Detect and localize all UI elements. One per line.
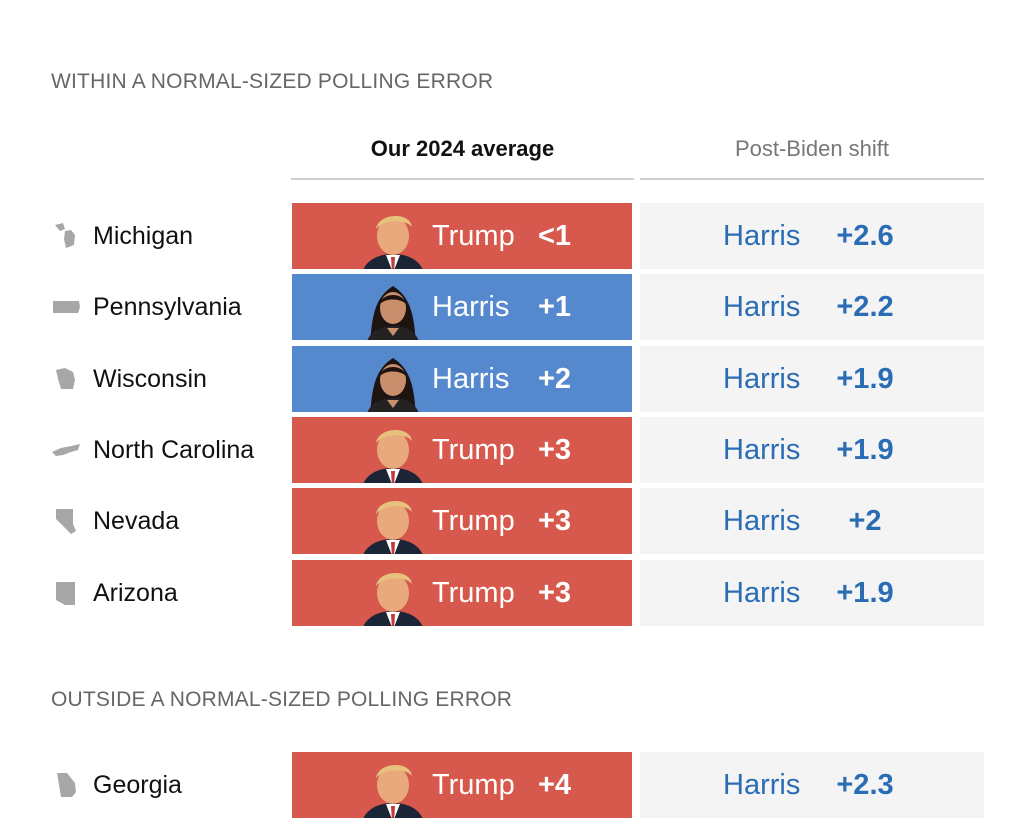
state-name: Wisconsin xyxy=(93,364,207,393)
average-cell: Trump <1 xyxy=(292,203,632,269)
average-margin: <1 xyxy=(538,219,572,252)
column-header-average: Our 2024 average xyxy=(291,120,634,180)
harris-portrait-icon xyxy=(367,358,419,412)
shift-cell: Harris +2.3 xyxy=(640,752,984,818)
average-leader: Trump xyxy=(432,504,515,537)
state-name: North Carolina xyxy=(93,435,255,464)
state-name: Pennsylvania xyxy=(93,292,242,321)
north-carolina-shape-icon xyxy=(52,444,80,456)
average-cell: Trump +3 xyxy=(292,417,632,483)
average-leader: Harris xyxy=(432,362,510,395)
average-cell: Trump +3 xyxy=(292,488,632,554)
michigan-shape-icon xyxy=(55,223,75,248)
nevada-shape-icon xyxy=(56,509,76,534)
state-name: Nevada xyxy=(93,506,180,535)
shift-leader: Harris xyxy=(723,219,801,252)
average-margin: +3 xyxy=(538,433,572,466)
shift-leader: Harris xyxy=(723,504,801,537)
state-name: Arizona xyxy=(93,578,178,607)
shift-leader: Harris xyxy=(723,433,801,466)
arizona-shape-icon xyxy=(56,582,75,605)
table-row-wisconsin: Wisconsin Harris +2 Harris +1.9 xyxy=(0,346,1015,412)
state-cell: Nevada xyxy=(51,488,179,554)
table-row-north-carolina: North Carolina Trump +3 Harris +1.9 xyxy=(0,417,1015,483)
shift-cell: Harris +1.9 xyxy=(640,346,984,412)
state-cell: Michigan xyxy=(51,203,193,269)
shift-margin: +2.6 xyxy=(836,219,894,252)
state-cell: Arizona xyxy=(51,560,178,626)
shift-cell: Harris +1.9 xyxy=(640,560,984,626)
column-header-shift: Post-Biden shift xyxy=(640,120,984,180)
table-row-georgia: Georgia Trump +4 Harris +2.3 xyxy=(0,752,1015,818)
shift-leader: Harris xyxy=(723,362,801,395)
average-cell: Trump +3 xyxy=(292,560,632,626)
state-cell: Georgia xyxy=(51,752,182,818)
section-label-within: WITHIN A NORMAL-SIZED POLLING ERROR xyxy=(51,70,494,93)
shift-leader: Harris xyxy=(723,576,801,609)
shift-margin: +2.3 xyxy=(836,768,894,801)
state-cell: Pennsylvania xyxy=(51,274,242,340)
shift-margin: +2 xyxy=(848,504,882,537)
wisconsin-shape-icon xyxy=(56,368,75,389)
shift-margin: +1.9 xyxy=(836,433,894,466)
shift-cell: Harris +2 xyxy=(640,488,984,554)
table-row-michigan: Michigan Trump <1 Harris +2.6 xyxy=(0,203,1015,269)
average-margin: +2 xyxy=(538,362,572,395)
trump-portrait-icon xyxy=(363,500,423,554)
average-cell: Harris +1 xyxy=(292,274,632,340)
trump-portrait-icon xyxy=(363,764,423,818)
section-label-outside: OUTSIDE A NORMAL-SIZED POLLING ERROR xyxy=(51,688,513,711)
average-leader: Trump xyxy=(432,768,515,801)
average-margin: +3 xyxy=(538,504,572,537)
harris-portrait-icon xyxy=(367,286,419,340)
shift-cell: Harris +1.9 xyxy=(640,417,984,483)
average-margin: +3 xyxy=(538,576,572,609)
trump-portrait-icon xyxy=(363,215,423,269)
shift-leader: Harris xyxy=(723,290,801,323)
average-margin: +1 xyxy=(538,290,572,323)
table-row-nevada: Nevada Trump +3 Harris +2 xyxy=(0,488,1015,554)
average-leader: Trump xyxy=(432,219,515,252)
average-cell: Harris +2 xyxy=(292,346,632,412)
shift-leader: Harris xyxy=(723,768,801,801)
shift-margin: +2.2 xyxy=(836,290,894,323)
shift-margin: +1.9 xyxy=(836,362,894,395)
trump-portrait-icon xyxy=(363,429,423,483)
average-leader: Trump xyxy=(432,576,515,609)
state-cell: North Carolina xyxy=(51,417,254,483)
table-row-pennsylvania: Pennsylvania Harris +1 Harris +2.2 xyxy=(0,274,1015,340)
state-cell: Wisconsin xyxy=(51,346,207,412)
average-leader: Trump xyxy=(432,433,515,466)
shift-cell: Harris +2.6 xyxy=(640,203,984,269)
average-margin: +4 xyxy=(538,768,572,801)
trump-portrait-icon xyxy=(363,572,423,626)
georgia-shape-icon xyxy=(57,773,76,797)
average-leader: Harris xyxy=(432,290,510,323)
shift-margin: +1.9 xyxy=(836,576,894,609)
average-cell: Trump +4 xyxy=(292,752,632,818)
state-name: Michigan xyxy=(93,221,194,250)
table-row-arizona: Arizona Trump +3 Harris +1.9 xyxy=(0,560,1015,626)
state-name: Georgia xyxy=(93,770,182,799)
pennsylvania-shape-icon xyxy=(53,301,80,313)
shift-cell: Harris +2.2 xyxy=(640,274,984,340)
